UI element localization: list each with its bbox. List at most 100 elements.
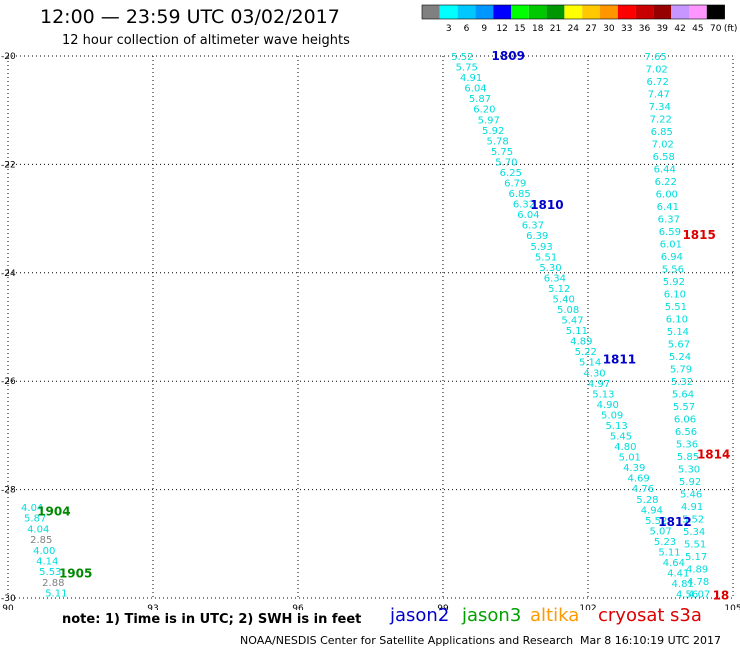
pass-labels: 1809 1810 1811 1812 1815 1814 18 1904 1905 xyxy=(37,49,730,602)
credit-line: NOAA/NESDIS Center for Satellite Applica… xyxy=(240,634,574,647)
wave-height-point: 5.97 xyxy=(478,115,500,126)
wave-height-point: 5.78 xyxy=(486,136,508,147)
wave-height-point: 5.34 xyxy=(683,527,705,538)
wave-height-point: 6.44 xyxy=(654,165,676,176)
wave-height-point: 5.51 xyxy=(684,540,706,551)
wave-height-point: 6.04 xyxy=(464,84,486,95)
wave-height-point: 5.75 xyxy=(491,147,513,158)
wave-height-point: 5.47 xyxy=(561,316,583,327)
wave-height-point: 6.22 xyxy=(655,177,677,188)
wave-height-point: 6.32 xyxy=(513,200,535,211)
colorbar-label: 36 xyxy=(639,24,651,34)
colorbar-label: 42 xyxy=(674,24,685,34)
wave-height-point: 7.02 xyxy=(652,140,674,151)
colorbar-swatch xyxy=(689,5,707,19)
satellite-legend-altika: altika xyxy=(530,605,580,626)
wave-height-point: 4.56 xyxy=(676,590,698,601)
colorbar-swatch xyxy=(457,5,476,19)
wave-height-point: 4.80 xyxy=(614,442,636,453)
wave-height-point: 5.56 xyxy=(662,265,684,276)
wave-height-point: 5.92 xyxy=(679,477,701,488)
colorbar-swatch xyxy=(422,5,440,19)
wave-height-point: 5.64 xyxy=(672,390,694,401)
wave-height-point: 5.30 xyxy=(678,465,700,476)
wave-height-point: 4.76 xyxy=(632,484,654,495)
wave-height-point: 4.94 xyxy=(641,505,663,516)
colorbar-frame xyxy=(421,4,725,20)
colorbar-label: 39 xyxy=(657,24,669,34)
colorbar-swatch xyxy=(706,5,725,19)
wave-height-point: 5.17 xyxy=(685,552,707,563)
colorbar-swatch xyxy=(493,5,511,19)
wave-height-point: 5.01 xyxy=(619,453,641,464)
wave-height-point: 2.88 xyxy=(42,578,64,589)
colorbar-label: 24 xyxy=(568,24,580,34)
colorbar-label: 27 xyxy=(585,24,596,34)
colorbar-label: 33 xyxy=(621,24,632,34)
wave-height-point: 5.36 xyxy=(676,440,698,451)
wave-height-point: 4.91 xyxy=(681,502,703,513)
wave-height-point: 5.13 xyxy=(605,421,627,432)
colorbar-swatch xyxy=(439,5,458,19)
pass-label: 1809 xyxy=(492,49,525,63)
wave-height-point: 5.14 xyxy=(579,358,601,369)
wave-height-point: 6.58 xyxy=(653,152,675,163)
wave-height-point: 5.87 xyxy=(24,514,46,525)
wave-height-point: 5.22 xyxy=(575,347,597,358)
colorbar-label: 70 xyxy=(710,24,722,34)
wave-height-point: 5.13 xyxy=(592,389,614,400)
wave-height-point: 6.72 xyxy=(647,77,669,88)
plot-grid xyxy=(8,56,733,598)
wave-height-point: 6.34 xyxy=(544,273,566,284)
pass-label: 1812 xyxy=(658,515,691,529)
colorbar-swatch xyxy=(653,5,672,19)
wave-height-point: 6.10 xyxy=(666,315,688,326)
x-tick-label: 90 xyxy=(2,604,14,610)
satellite-legend-jason2: jason2 xyxy=(390,605,450,626)
pass-label: 1810 xyxy=(530,198,563,212)
wave-height-point: 5.87 xyxy=(469,94,491,105)
wave-height-point: 5.09 xyxy=(601,410,623,421)
wave-height-point: 7.22 xyxy=(650,115,672,126)
wave-height-point: 6.20 xyxy=(473,105,495,116)
wave-height-point: 5.52 xyxy=(645,516,667,527)
pass-label: 18 xyxy=(713,588,730,602)
wave-height-point: 6.79 xyxy=(504,179,526,190)
wave-height-point: 7.34 xyxy=(649,102,671,113)
wave-height-point: 5.75 xyxy=(456,63,478,74)
wave-height-point: 4.90 xyxy=(597,400,619,411)
colorbar-swatch xyxy=(635,5,654,19)
wave-height-point: 4.64 xyxy=(663,558,685,569)
y-tick-label: -26 xyxy=(1,377,16,387)
wave-height-point: 5.08 xyxy=(557,305,579,316)
wave-height-point: 5.79 xyxy=(670,365,692,376)
wave-height-point: 5.46 xyxy=(680,490,702,501)
wave-height-point: 5.11 xyxy=(658,547,680,558)
wave-height-point: 5.11 xyxy=(566,326,588,337)
wave-height-point: 4.89 xyxy=(570,337,592,348)
wave-height-point: 4.69 xyxy=(627,474,649,485)
wave-height-point: 6.39 xyxy=(526,231,548,242)
wave-height-point: 4.00 xyxy=(33,546,55,557)
colorbar-swatch xyxy=(564,5,583,19)
x-tick-label: 93 xyxy=(147,604,158,610)
colorbar-label: 45 xyxy=(692,24,703,34)
wave-height-point: 5.51 xyxy=(665,302,687,313)
colorbar-unit: (ft) xyxy=(724,24,738,34)
wave-height-point: 5.28 xyxy=(636,495,658,506)
wave-height-point: 5.85 xyxy=(677,452,699,463)
wave-height-point: 4.91 xyxy=(460,73,482,84)
wave-height-point: 5.32 xyxy=(671,377,693,388)
wave-height-point: 4.78 xyxy=(687,577,709,588)
x-tick-label: 105 xyxy=(724,604,740,610)
footer-note: note: 1) Time is in UTC; 2) SWH is in fe… xyxy=(62,612,362,627)
wave-height-point: 6.10 xyxy=(664,290,686,301)
colorbar: 3 6 9 12 15 18 21 24 27 30 33 36 39 42 45 70 (ft) xyxy=(421,4,738,34)
pass-label: 1814 xyxy=(697,447,730,461)
plot-frame xyxy=(7,55,734,599)
pass-label: 1904 xyxy=(37,504,70,518)
x-tick-label: 99 xyxy=(437,604,449,610)
generated-timestamp: Mar 8 16:10:19 UTC 2017 xyxy=(580,634,721,647)
wave-height-point: 5.92 xyxy=(482,126,504,137)
wave-height-point: 6.37 xyxy=(658,215,680,226)
